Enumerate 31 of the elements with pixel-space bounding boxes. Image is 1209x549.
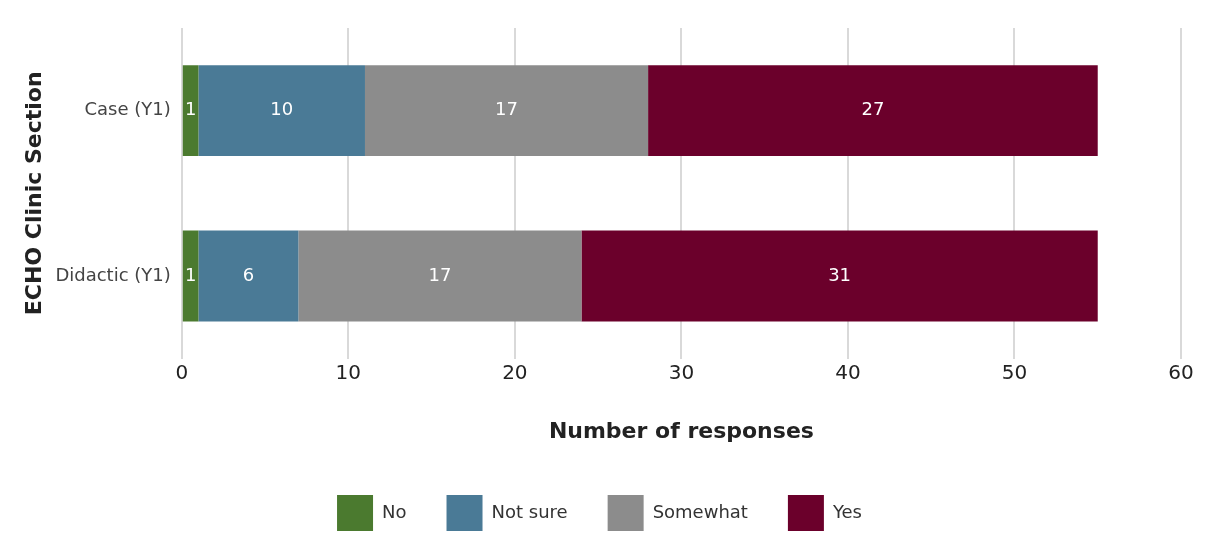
bar (581, 230, 1098, 322)
legend-label: No (382, 500, 407, 522)
data-label: 17 (495, 98, 518, 120)
bar (198, 230, 299, 322)
bar (198, 65, 365, 157)
data-label: 17 (428, 263, 452, 285)
legend-label: Yes (831, 500, 862, 522)
data-label: 1 (184, 263, 197, 285)
y-tick-label: Didactic (Y1) (55, 263, 171, 285)
y-axis-title: ECHO Clinic Section (20, 71, 46, 316)
x-axis-title: Number of responses (548, 417, 814, 443)
x-tick-label: 30 (668, 359, 695, 384)
bar (298, 230, 582, 322)
x-tick-label: 10 (335, 359, 362, 384)
x-tick-label: 50 (1001, 359, 1028, 384)
x-tick-label: 20 (502, 359, 528, 384)
legend-label: Not sure (491, 500, 568, 522)
x-tick-label: 0 (175, 359, 189, 384)
bar (182, 65, 199, 157)
bar (182, 230, 199, 322)
bar (648, 65, 1098, 157)
y-tick-label: Case (Y1) (84, 98, 171, 120)
legend-label: Somewhat (652, 500, 748, 522)
x-tick-label: 60 (1168, 359, 1194, 384)
data-label: 27 (861, 98, 885, 120)
data-label: 10 (270, 98, 294, 120)
data-label: 6 (242, 263, 255, 285)
bar (364, 65, 649, 157)
x-tick-label: 40 (835, 359, 861, 384)
data-label: 31 (828, 263, 852, 285)
data-label: 1 (184, 98, 197, 120)
